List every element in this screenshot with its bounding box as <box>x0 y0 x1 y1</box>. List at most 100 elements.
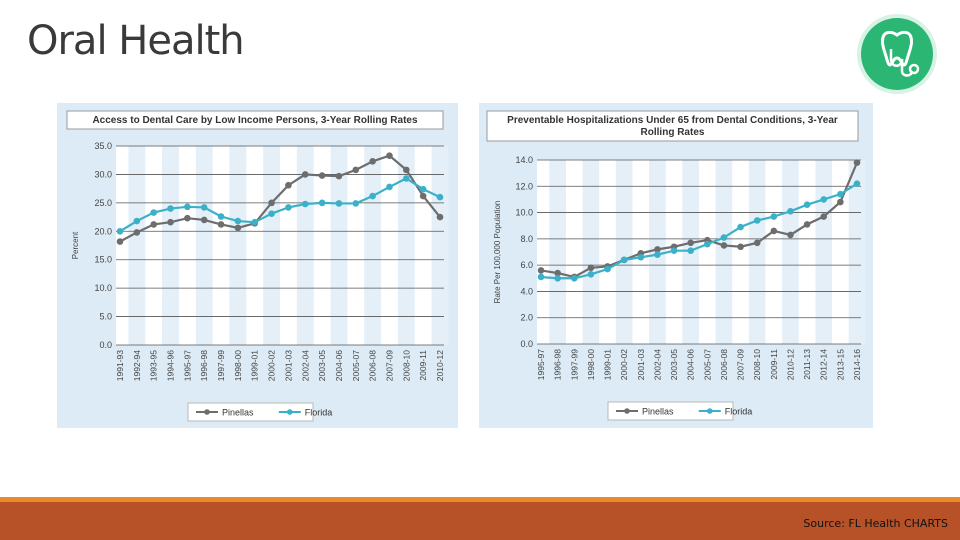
y-tick-label: 0.0 <box>99 340 112 350</box>
dental-hospitalizations-chart: Preventable Hospitalizations Under 65 fr… <box>486 110 866 421</box>
data-point-florida <box>770 213 778 220</box>
data-point-florida <box>301 200 309 208</box>
data-point-pinellas <box>268 199 275 207</box>
plot-stripe <box>397 146 415 345</box>
data-point-pinellas <box>301 171 309 178</box>
data-point-florida <box>217 213 225 220</box>
plot-stripe <box>229 146 247 345</box>
footer-bar <box>0 502 960 540</box>
data-point-florida <box>803 201 811 208</box>
x-tick-label: 2000-02 <box>267 350 277 381</box>
data-point-florida <box>150 209 157 216</box>
x-tick-label: 2006-08 <box>368 350 378 381</box>
footer-accent-line <box>0 497 960 502</box>
data-point-pinellas <box>335 172 343 180</box>
x-tick-label: 2006-08 <box>719 349 729 380</box>
legend-marker-pinellas <box>624 408 630 414</box>
x-tick-label: 2003-05 <box>669 349 679 380</box>
data-point-pinellas <box>436 213 444 221</box>
x-tick-label: 1992-94 <box>132 350 142 381</box>
data-point-florida <box>335 200 343 207</box>
y-tick-label: 2.0 <box>520 313 533 323</box>
data-point-pinellas <box>737 243 744 251</box>
data-point-florida <box>116 227 124 235</box>
chart-title: Access to Dental Care by Low Income Pers… <box>92 115 418 126</box>
slide-title: Oral Health <box>27 18 245 64</box>
data-point-pinellas <box>200 216 208 224</box>
data-point-pinellas <box>837 198 844 206</box>
plot-stripe <box>549 160 566 344</box>
data-point-florida <box>184 203 191 211</box>
y-axis-label: Rate Per 100,000 Population <box>493 201 502 304</box>
plot-stripe <box>782 160 799 344</box>
dental-access-chart: Access to Dental Care by Low Income Pers… <box>66 110 449 422</box>
legend-box <box>607 401 734 421</box>
x-tick-label: 1993-95 <box>149 350 159 381</box>
data-point-florida <box>687 247 694 254</box>
y-tick-label: 0.0 <box>520 339 533 349</box>
data-point-pinellas <box>753 239 761 247</box>
x-tick-label: 2008-10 <box>752 349 762 380</box>
data-point-pinellas <box>217 221 225 228</box>
x-tick-label: 1999-01 <box>603 349 613 380</box>
x-tick-label: 2010-12 <box>435 350 445 381</box>
data-point-florida <box>403 175 410 182</box>
plot-stripe <box>582 160 600 344</box>
x-tick-label: 2002-04 <box>300 350 310 381</box>
data-point-florida <box>604 265 611 273</box>
data-point-pinellas <box>687 239 694 247</box>
data-point-pinellas <box>352 166 360 174</box>
legend-marker-florida <box>707 408 713 414</box>
data-point-pinellas <box>853 159 861 166</box>
x-tick-label: 1997-99 <box>569 349 579 380</box>
plot-stripe <box>263 146 280 345</box>
plot-stripe <box>162 146 179 345</box>
y-tick-label: 25.0 <box>94 198 112 208</box>
plot-stripe <box>848 160 866 344</box>
x-tick-label: 1996-98 <box>553 349 563 380</box>
data-point-pinellas <box>150 221 157 228</box>
data-point-florida <box>820 196 828 203</box>
legend-marker-pinellas <box>204 409 210 415</box>
data-point-pinellas <box>116 238 124 245</box>
data-point-florida <box>200 204 208 211</box>
data-point-pinellas <box>537 267 545 274</box>
x-tick-label: 2004-06 <box>686 349 696 380</box>
data-point-florida <box>637 253 645 261</box>
plot-stripe <box>431 146 449 345</box>
data-point-florida <box>787 207 794 215</box>
y-tick-label: 4.0 <box>520 286 533 296</box>
x-tick-label: 1996-98 <box>199 350 209 381</box>
y-tick-label: 35.0 <box>94 141 112 151</box>
x-tick-label: 1994-96 <box>166 350 176 381</box>
legend-label-pinellas: Pinellas <box>222 408 254 418</box>
plot-stripe <box>364 146 382 345</box>
x-tick-label: 2007-09 <box>736 349 746 380</box>
data-point-florida <box>704 240 711 248</box>
data-point-florida <box>620 256 628 264</box>
x-tick-label: 1997-99 <box>216 350 226 381</box>
x-tick-label: 1995-97 <box>536 349 546 380</box>
data-point-pinellas <box>587 264 595 272</box>
plot-stripe <box>715 160 733 344</box>
data-point-florida <box>570 274 578 282</box>
chart-panel-dental-access: Access to Dental Care by Low Income Pers… <box>57 103 458 428</box>
x-tick-label: 2012-14 <box>819 349 829 380</box>
x-tick-label: 2008-10 <box>401 350 411 381</box>
data-point-florida <box>167 205 174 212</box>
legend-label-florida: Florida <box>305 408 333 418</box>
data-point-pinellas <box>369 158 376 165</box>
data-point-florida <box>753 217 761 224</box>
y-tick-label: 30.0 <box>94 169 112 179</box>
data-point-florida <box>268 210 275 217</box>
source-note: Source: FL Health CHARTS <box>803 517 948 530</box>
plot-stripe <box>615 160 633 344</box>
x-tick-label: 2004-06 <box>334 350 344 381</box>
data-point-pinellas <box>770 227 778 235</box>
data-point-florida <box>670 247 678 254</box>
x-tick-label: 2003-05 <box>317 350 327 381</box>
data-point-florida <box>436 193 444 201</box>
tooth-stethoscope-icon <box>857 14 937 94</box>
y-tick-label: 10.0 <box>94 283 112 293</box>
x-tick-label: 2002-04 <box>652 349 662 380</box>
